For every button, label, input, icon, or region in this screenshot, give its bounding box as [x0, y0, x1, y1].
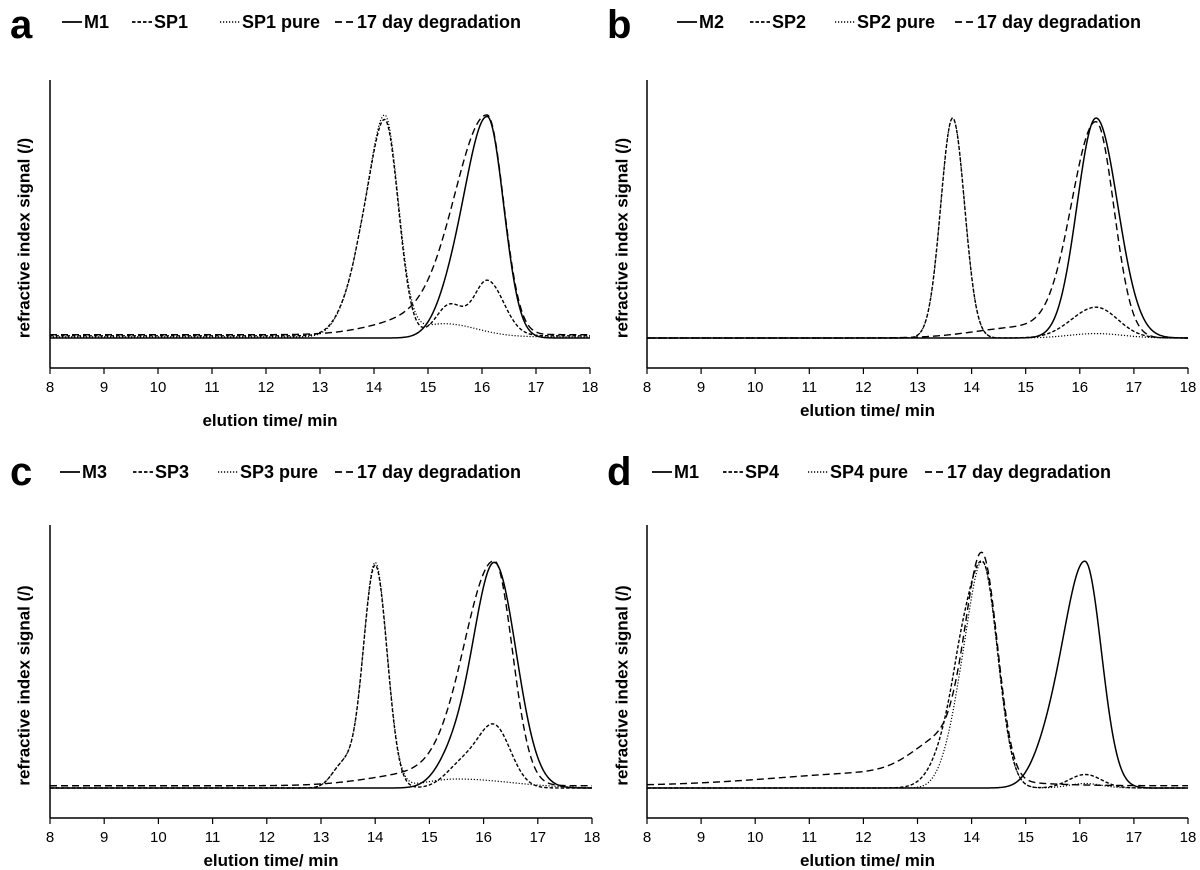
chart-panel-b: b M2 SP2 SP2 pure 17 day degradation 8 9 10 11 12…: [607, 3, 1196, 420]
y-axis-title: refractive index signal (/): [15, 585, 34, 785]
x-tick-label: 16: [475, 829, 492, 846]
x-tick-label: 15: [1017, 379, 1034, 396]
x-tick-label: 10: [150, 829, 167, 846]
panel-label: c: [10, 450, 32, 494]
x-tick-label: 12: [855, 829, 872, 846]
x-tick-label: 11: [802, 829, 818, 846]
series-line-2: [647, 117, 1188, 339]
x-tick-label: 18: [582, 379, 599, 396]
x-tick-label: 8: [643, 379, 651, 396]
legend-entry-3: SP2 pure: [857, 12, 935, 32]
x-tick-label: 8: [46, 829, 54, 846]
legend: M1 SP4 SP4 pure 17 day degradation: [652, 462, 1111, 482]
x-tick-label: 11: [204, 379, 220, 396]
chart-panel-a: a M1 SP1 SP1 pure 17 day degradation 8 9 10 11 12…: [10, 3, 598, 430]
x-tick-label: 14: [963, 829, 980, 846]
x-tick-label: 9: [697, 829, 705, 846]
series-line-2: [50, 564, 592, 789]
x-tick-label: 10: [747, 379, 764, 396]
series-line-3: [647, 117, 1189, 339]
x-tick-label: 13: [909, 379, 926, 396]
x-tick-label: 10: [747, 829, 764, 846]
legend-entry-3: SP4 pure: [830, 462, 908, 482]
x-tick-label: 17: [1126, 379, 1143, 396]
x-axis-title: elution time/ min: [202, 411, 337, 430]
panel-label: b: [607, 3, 631, 47]
legend-entry-3: SP1 pure: [242, 12, 320, 32]
series-line-2: [50, 118, 590, 337]
x-tick-label: 13: [909, 829, 926, 846]
series-line-3: [50, 561, 593, 789]
x-tick-label: 14: [367, 829, 384, 846]
legend-entry-4: 17 day degradation: [357, 462, 521, 482]
series-line-4: [647, 120, 1188, 339]
series-line-4: [646, 551, 1188, 787]
legend-entry-1: M3: [82, 462, 107, 482]
chart-panel-d: d M1 SP4 SP4 pure 17 day degradation 8 9 10 11 12…: [607, 450, 1196, 870]
x-tick-label: 12: [258, 379, 275, 396]
x-axis-title: elution time/ min: [800, 401, 935, 420]
x-tick-label: 14: [963, 379, 980, 396]
series-line-3: [647, 560, 1188, 789]
legend-entry-4: 17 day degradation: [977, 12, 1141, 32]
x-tick-label: 18: [1180, 829, 1197, 846]
x-tick-label: 17: [529, 829, 546, 846]
x-axis-title: elution time/ min: [203, 851, 338, 870]
series-line-3: [50, 114, 590, 338]
legend: M2 SP2 SP2 pure 17 day degradation: [677, 12, 1141, 32]
x-tick-label: 9: [697, 379, 705, 396]
x-tick-label: 12: [855, 379, 872, 396]
x-tick-label: 18: [1180, 379, 1197, 396]
series-line-1: [647, 117, 1188, 339]
legend: M1 SP1 SP1 pure 17 day degradation: [62, 12, 521, 32]
legend-entry-3: SP3 pure: [240, 462, 318, 482]
x-tick-label: 15: [1017, 829, 1034, 846]
legend-entry-1: M1: [674, 462, 699, 482]
panel-label: a: [10, 3, 33, 47]
legend-entry-2: SP1: [154, 12, 188, 32]
x-axis-title: elution time/ min: [800, 851, 935, 870]
legend-entry-4: 17 day degradation: [357, 12, 521, 32]
x-tick-label: 12: [258, 829, 275, 846]
x-tick-label: 16: [1071, 829, 1088, 846]
x-tick-label: 10: [150, 379, 167, 396]
x-tick-label: 17: [1126, 829, 1143, 846]
series-line-1: [50, 115, 590, 339]
x-tick-label: 9: [100, 829, 108, 846]
legend-entry-1: M1: [84, 12, 109, 32]
x-tick-label: 13: [312, 379, 329, 396]
x-tick-label: 16: [474, 379, 491, 396]
x-tick-label: 11: [802, 379, 818, 396]
x-tick-label: 15: [420, 379, 437, 396]
legend-entry-1: M2: [699, 12, 724, 32]
legend-entry-2: SP2: [772, 12, 806, 32]
panel-label: d: [607, 450, 631, 494]
x-tick-label: 14: [366, 379, 383, 396]
y-axis-title: refractive index signal (/): [613, 138, 632, 338]
legend-entry-2: SP3: [155, 462, 189, 482]
series-line-2: [647, 560, 1188, 789]
x-tick-label: 9: [100, 379, 108, 396]
legend-entry-4: 17 day degradation: [947, 462, 1111, 482]
legend-entry-2: SP4: [745, 462, 779, 482]
x-tick-label: 8: [46, 379, 54, 396]
x-tick-label: 13: [313, 829, 330, 846]
x-tick-label: 17: [528, 379, 545, 396]
y-axis-title: refractive index signal (/): [15, 138, 34, 338]
y-axis-title: refractive index signal (/): [613, 585, 632, 785]
x-tick-label: 8: [643, 829, 651, 846]
series-line-4: [50, 114, 590, 336]
legend: M3 SP3 SP3 pure 17 day degradation: [60, 462, 521, 482]
x-tick-label: 15: [421, 829, 438, 846]
x-tick-label: 18: [584, 829, 601, 846]
series-line-1: [50, 561, 592, 789]
series-line-1: [647, 560, 1188, 789]
x-tick-label: 11: [205, 829, 221, 846]
x-tick-label: 16: [1071, 379, 1088, 396]
series-line-4: [50, 560, 592, 787]
chart-panel-c: c M3 SP3 SP3 pure 17 day degradation 8 9 10 11 12…: [10, 450, 600, 870]
